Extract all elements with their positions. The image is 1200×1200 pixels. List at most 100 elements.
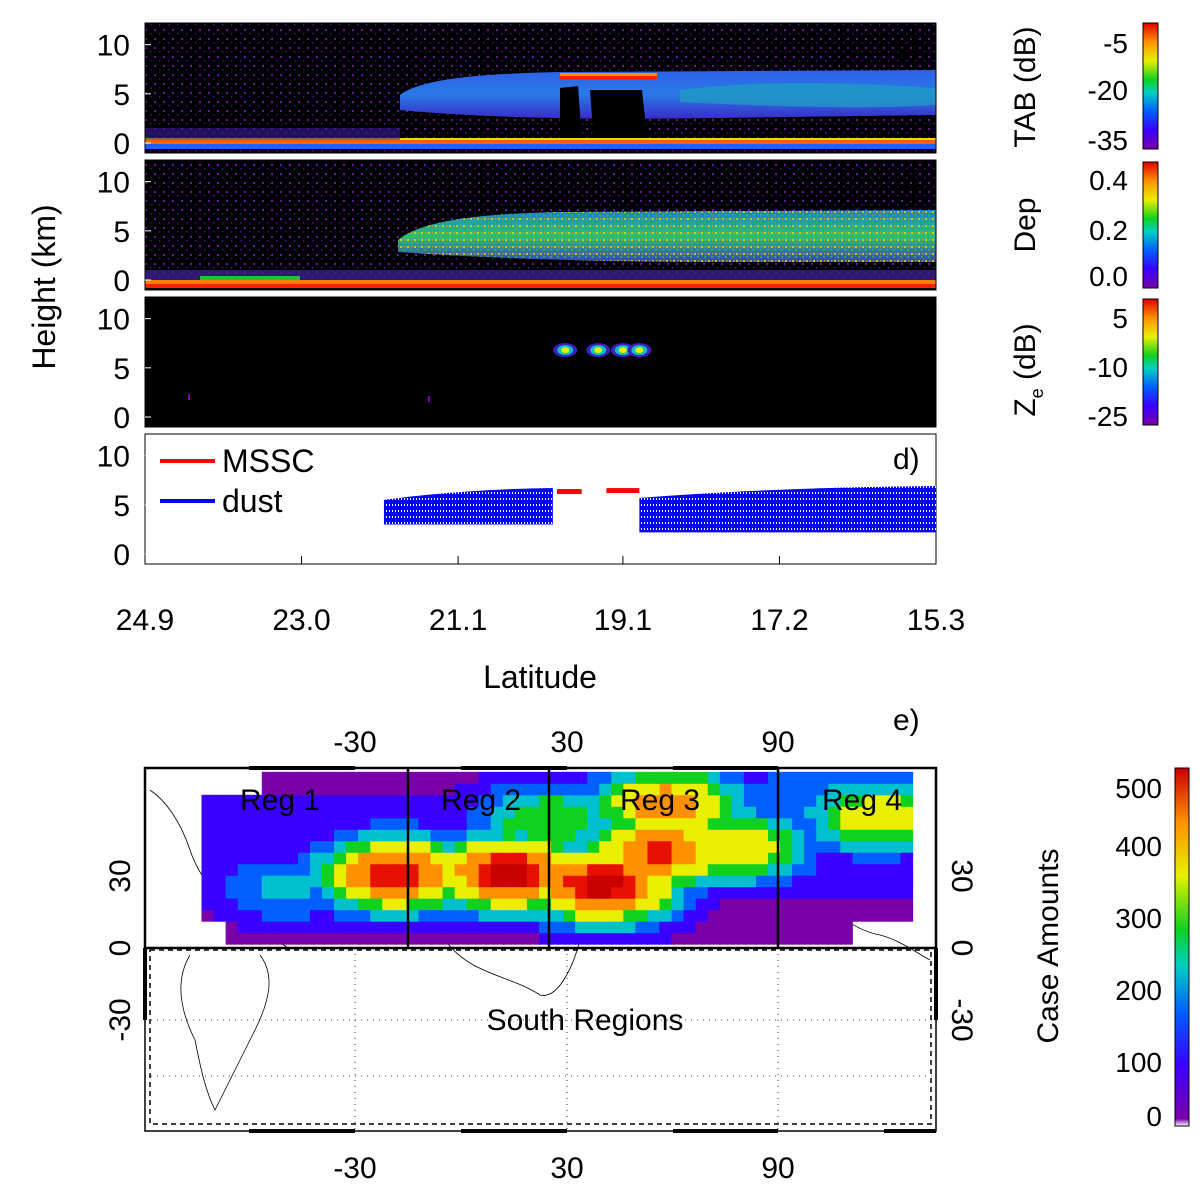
heat-cell <box>755 806 769 819</box>
heat-cell <box>707 875 721 888</box>
heat-cell <box>635 817 648 830</box>
heat-cell <box>623 932 636 945</box>
heat-cell <box>828 863 841 876</box>
heat-cell <box>382 852 395 865</box>
region-label-4: Reg 4 <box>822 784 902 817</box>
heat-cell <box>201 863 215 876</box>
heat-cell <box>888 863 902 876</box>
heat-cell <box>695 783 709 796</box>
heat-cell <box>563 898 576 911</box>
heat-cell <box>442 806 456 819</box>
heat-cell <box>406 806 419 819</box>
heat-cell <box>309 932 323 945</box>
heat-cell <box>346 863 359 876</box>
heat-cell <box>334 875 347 888</box>
heat-cell <box>792 875 805 888</box>
heat-cell <box>322 898 335 911</box>
heat-cell <box>707 840 721 853</box>
heat-cell <box>538 898 552 911</box>
heat-cell <box>888 898 902 911</box>
heat-cell <box>309 806 323 819</box>
heat-cell <box>635 875 648 888</box>
heat-cell <box>575 840 588 853</box>
heat-cell <box>900 771 914 784</box>
heat-cell <box>358 886 371 899</box>
heat-cell <box>719 921 733 934</box>
latitude-tick-label: 15.3 <box>907 604 965 637</box>
heat-cell <box>551 771 564 784</box>
heat-cell <box>719 852 733 865</box>
heat-cell <box>382 840 395 853</box>
heat-cell <box>346 829 359 842</box>
heat-cell <box>876 771 890 784</box>
heat-cell <box>852 771 865 784</box>
heat-cell <box>406 909 419 922</box>
heat-cell <box>478 921 492 934</box>
heat-cell <box>370 840 383 853</box>
heat-cell <box>502 783 516 796</box>
lon-top-tick-0: -30 <box>333 726 376 759</box>
heat-cell <box>213 875 227 888</box>
heat-cell <box>478 909 492 922</box>
heat-cell <box>611 783 624 796</box>
heat-cell <box>225 829 239 842</box>
heat-cell <box>370 886 383 899</box>
heat-cell <box>599 909 612 922</box>
heat-cell <box>382 863 395 876</box>
heat-cell <box>828 783 841 796</box>
cloud-blob-peak <box>635 347 644 354</box>
heat-cell <box>358 863 371 876</box>
heat-cell <box>466 921 480 934</box>
heat-cell <box>587 863 600 876</box>
heat-cell <box>285 921 299 934</box>
heat-cell <box>852 898 865 911</box>
heat-cell <box>551 829 564 842</box>
heat-cell <box>261 783 275 796</box>
heat-cell <box>273 875 287 888</box>
heat-cell <box>852 863 865 876</box>
heat-cell <box>201 898 215 911</box>
heat-cell <box>780 840 793 853</box>
heat-cell <box>707 898 721 911</box>
heat-cell <box>382 829 395 842</box>
heat-cell <box>430 840 444 853</box>
colorbar-e-tick-3: 200 <box>1115 975 1162 1006</box>
heat-cell <box>599 771 612 784</box>
heat-cell <box>297 852 311 865</box>
lat-left-tick-0: 30 <box>104 859 137 892</box>
heat-cell <box>358 852 371 865</box>
heat-cell <box>201 886 215 899</box>
heat-cell <box>780 863 793 876</box>
heat-cell <box>466 852 480 865</box>
heat-cell <box>334 794 347 807</box>
heat-cell <box>430 863 444 876</box>
heat-cell <box>237 875 251 888</box>
heat-cell <box>647 932 661 945</box>
heat-cell <box>804 909 817 922</box>
heat-cell <box>309 863 323 876</box>
heat-cell <box>683 875 697 888</box>
height-tick-label: 0 <box>113 402 130 435</box>
heat-cell <box>840 886 853 899</box>
heat-cell <box>840 840 853 853</box>
heat-cell <box>888 783 902 796</box>
heat-cell <box>623 898 636 911</box>
latitude-axis-title: Latitude <box>483 659 597 695</box>
heat-cell <box>671 817 685 830</box>
heat-cell <box>623 794 636 807</box>
heat-cell <box>502 806 516 819</box>
panel-c <box>145 297 936 427</box>
heat-cell <box>502 909 516 922</box>
heat-cell <box>309 875 323 888</box>
heat-cell <box>900 909 914 922</box>
heat-cell <box>864 771 877 784</box>
heat-cell <box>635 829 648 842</box>
heat-cell <box>671 875 685 888</box>
heat-cell <box>538 806 552 819</box>
heat-cell <box>297 875 311 888</box>
heat-cell <box>249 898 263 911</box>
heat-cell <box>768 863 781 876</box>
heat-cell <box>466 875 480 888</box>
heat-cell <box>876 817 890 830</box>
heat-cell <box>864 817 877 830</box>
